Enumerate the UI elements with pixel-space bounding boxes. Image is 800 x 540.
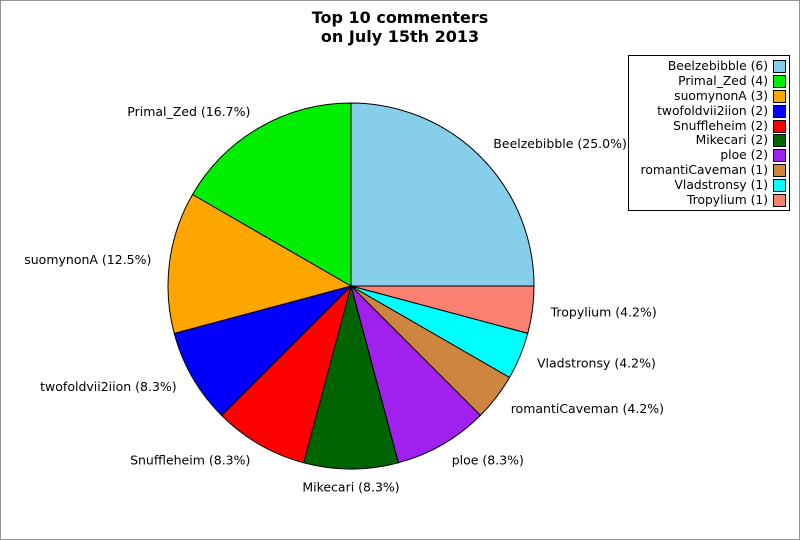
legend-label: twofoldvii2iion (2) — [657, 103, 768, 118]
legend-item-Primal_Zed: Primal_Zed (4) — [631, 74, 786, 89]
legend-swatch — [773, 134, 786, 148]
legend-item-Tropylium: Tropylium (1) — [631, 193, 786, 208]
legend-item-suomynonA: suomynonA (3) — [631, 89, 786, 104]
legend-swatch — [773, 104, 786, 118]
legend-label: Vladstronsy (1) — [674, 178, 768, 193]
legend-item-twofoldvii2iion: twofoldvii2iion (2) — [631, 104, 786, 119]
pie-label-Beelzebibble: Beelzebibble (25.0%) — [493, 136, 627, 151]
pie-slice-Primal_Zed — [191, 102, 352, 287]
pie-label-Mikecari: Mikecari (8.3%) — [302, 480, 399, 495]
legend-label: suomynonA (3) — [674, 88, 768, 103]
pie-slice-Beelzebibble — [350, 102, 535, 287]
chart-title-line2: on July 15th 2013 — [320, 27, 480, 46]
legend-swatch — [773, 193, 786, 207]
legend-label: ploe (2) — [720, 148, 768, 163]
legend-swatch — [773, 59, 786, 73]
legend-item-Beelzebibble: Beelzebibble (6) — [631, 59, 786, 74]
pie-label-Tropylium: Tropylium (4.2%) — [550, 305, 657, 320]
pie-slice-twofoldvii2iion — [173, 285, 353, 417]
legend-swatch — [773, 74, 786, 88]
legend-label: Beelzebibble (6) — [667, 59, 768, 73]
legend-swatch — [773, 119, 786, 133]
legend-item-ploe: ploe (2) — [631, 148, 786, 163]
legend-swatch — [773, 89, 786, 103]
legend-swatch — [773, 164, 786, 178]
pie-label-Snuffleheim: Snuffleheim (8.3%) — [130, 453, 250, 468]
pie-label-ploe: ploe (8.3%) — [452, 453, 524, 468]
pie-slice-ploe — [350, 284, 482, 464]
legend-swatch — [773, 149, 786, 163]
pie-slice-Mikecari — [303, 284, 399, 470]
pie-slice-Snuffleheim — [220, 284, 352, 464]
legend-item-Mikecari: Mikecari (2) — [631, 133, 786, 148]
legend-label: romantiCaveman (1) — [640, 163, 768, 178]
legend-label: Primal_Zed (4) — [678, 73, 768, 88]
pie-label-twofoldvii2iion: twofoldvii2iion (8.3%) — [40, 379, 177, 394]
legend-swatch — [773, 179, 786, 193]
chart-title-line1: Top 10 commenters — [311, 8, 489, 27]
legend-item-Snuffleheim: Snuffleheim (2) — [631, 119, 786, 134]
legend-label: Tropylium (1) — [686, 193, 768, 208]
legend-item-Vladstronsy: Vladstronsy (1) — [631, 178, 786, 193]
pie-label-Primal_Zed: Primal_Zed (16.7%) — [127, 104, 250, 119]
pie-label-romantiCaveman: romantiCaveman (4.2%) — [511, 401, 664, 416]
pie-slice-suomynonA — [167, 193, 353, 334]
legend: Beelzebibble (6) Primal_Zed (4) suomynonA … — [628, 55, 790, 211]
legend-item-romantiCaveman: romantiCaveman (1) — [631, 163, 786, 178]
pie-label-suomynonA: suomynonA (12.5%) — [24, 252, 151, 267]
legend-label: Snuffleheim (2) — [673, 118, 768, 133]
chart-title: Top 10 commenters on July 15th 2013 — [1, 8, 799, 46]
pie-label-Vladstronsy: Vladstronsy (4.2%) — [537, 355, 656, 370]
legend-label: Mikecari (2) — [695, 133, 768, 148]
